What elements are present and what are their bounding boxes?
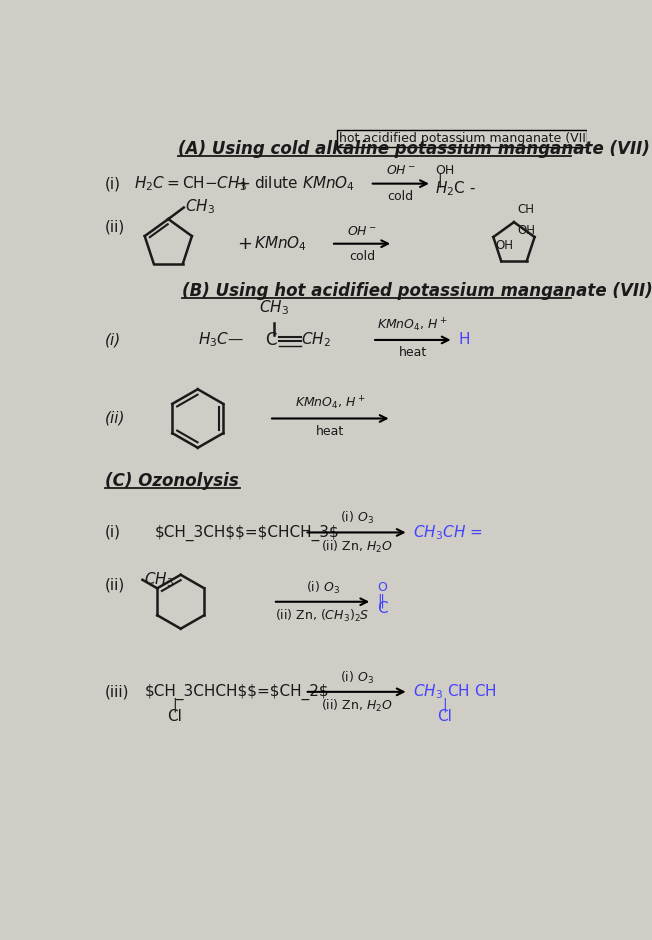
Text: hot acidified potassium manganate (VII: hot acidified potassium manganate (VII bbox=[338, 132, 585, 145]
Text: (i): (i) bbox=[105, 176, 121, 191]
Text: C: C bbox=[377, 602, 387, 617]
Text: |: | bbox=[172, 697, 177, 713]
Text: Cl: Cl bbox=[167, 709, 182, 724]
Text: $CH_3CH$ =: $CH_3CH$ = bbox=[413, 523, 482, 541]
Text: H: H bbox=[458, 333, 469, 348]
Text: ‖: ‖ bbox=[378, 594, 385, 608]
Text: (ii) Zn, $H_2O$: (ii) Zn, $H_2O$ bbox=[321, 698, 393, 714]
Text: $CH_2$: $CH_2$ bbox=[301, 331, 331, 350]
Text: (C) Ozonolysis: (C) Ozonolysis bbox=[105, 472, 239, 490]
Text: O: O bbox=[378, 581, 387, 594]
Text: (ii): (ii) bbox=[105, 219, 125, 234]
Text: (i) $O_3$: (i) $O_3$ bbox=[340, 510, 374, 526]
Bar bbox=[337, 130, 587, 147]
Text: |: | bbox=[437, 173, 442, 187]
Text: $KMnO_4$, $H^+$: $KMnO_4$, $H^+$ bbox=[378, 317, 449, 334]
Text: Cl: Cl bbox=[437, 709, 452, 724]
Text: OH: OH bbox=[517, 224, 535, 237]
Text: OH: OH bbox=[496, 239, 514, 252]
Text: $CH_3CH$$=$CHCH_3$: $CH_3CH$$=$CHCH_3$ bbox=[155, 525, 340, 540]
Text: (i): (i) bbox=[105, 333, 121, 348]
Text: C: C bbox=[265, 331, 277, 349]
Text: +: + bbox=[235, 175, 250, 193]
Text: OH: OH bbox=[435, 164, 454, 177]
Text: $CH_3CHCH$$=$CH_2$: $CH_3CHCH$$=$CH_2$ bbox=[145, 683, 330, 700]
Text: $CH_3$: $CH_3$ bbox=[185, 197, 215, 216]
Text: $CH_3$: $CH_3$ bbox=[144, 571, 174, 589]
Text: +: + bbox=[237, 235, 252, 253]
Text: (ii): (ii) bbox=[105, 411, 125, 426]
Text: (A) Using cold alkaline potassium manganate (VII): (A) Using cold alkaline potassium mangan… bbox=[179, 140, 650, 158]
Text: |: | bbox=[442, 697, 447, 713]
Text: (ii) Zn, $(CH_3)_2S$: (ii) Zn, $(CH_3)_2S$ bbox=[275, 608, 370, 624]
Text: (ii) Zn, $H_2O$: (ii) Zn, $H_2O$ bbox=[321, 539, 393, 555]
Text: heat: heat bbox=[398, 346, 427, 359]
Text: $CH_3$ CH CH: $CH_3$ CH CH bbox=[413, 682, 497, 701]
Text: (i) $O_3$: (i) $O_3$ bbox=[306, 579, 340, 596]
Text: (i): (i) bbox=[105, 525, 121, 540]
Text: $OH^-$: $OH^-$ bbox=[386, 164, 416, 178]
Text: cold: cold bbox=[349, 250, 375, 263]
Text: $H_2C$$=$CH$-$$CH_3$: $H_2C$$=$CH$-$$CH_3$ bbox=[134, 174, 247, 193]
Text: (i) $O_3$: (i) $O_3$ bbox=[340, 669, 374, 685]
Text: (ii): (ii) bbox=[105, 577, 125, 592]
Text: (B) Using hot acidified potassium manganate (VII): (B) Using hot acidified potassium mangan… bbox=[183, 282, 652, 301]
Text: dilute $KMnO_4$: dilute $KMnO_4$ bbox=[254, 174, 355, 193]
Text: $OH^-$: $OH^-$ bbox=[347, 225, 377, 238]
Text: $KMnO_4$: $KMnO_4$ bbox=[254, 234, 306, 253]
Text: $H_3C$—: $H_3C$— bbox=[198, 331, 244, 350]
Text: cold: cold bbox=[388, 190, 414, 203]
Text: $CH_3$: $CH_3$ bbox=[259, 298, 289, 317]
Text: (iii): (iii) bbox=[105, 684, 129, 699]
Text: heat: heat bbox=[316, 425, 344, 438]
Text: $H_2$C -: $H_2$C - bbox=[435, 179, 476, 197]
Text: $KMnO_4$, $H^+$: $KMnO_4$, $H^+$ bbox=[295, 395, 366, 413]
Text: CH: CH bbox=[517, 203, 534, 216]
